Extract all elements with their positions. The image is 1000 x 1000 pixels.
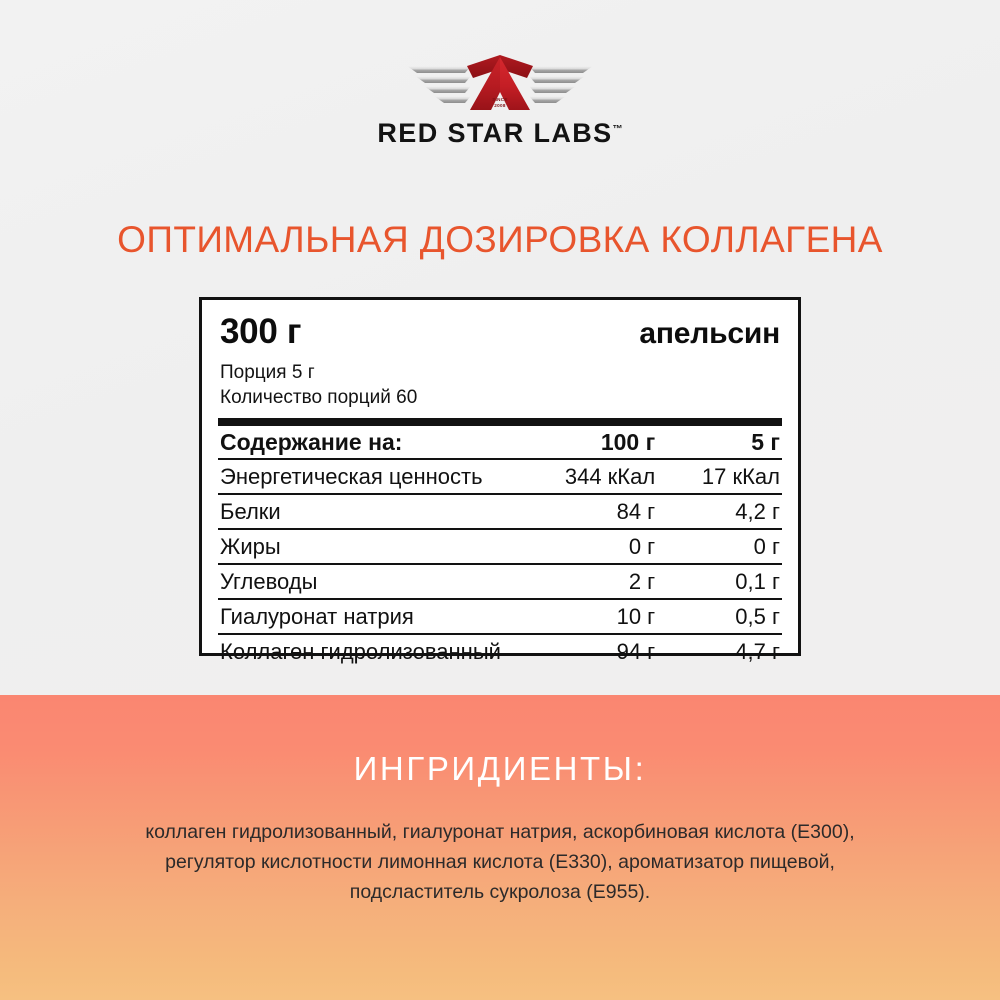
red-star-wings-logo-icon: SINCE 2008 <box>407 55 593 110</box>
table-row: Коллаген гидролизованный 94 г 4,7 г <box>218 634 782 668</box>
brand-wordmark: RED STAR LABS™ <box>0 120 1000 147</box>
row-label: Углеводы <box>218 564 534 601</box>
row-value-per-serving: 0,1 г <box>669 564 782 601</box>
row-value-per-serving: 4,2 г <box>669 494 782 531</box>
table-row: Белки 84 г 4,2 г <box>218 494 782 531</box>
top-panel: SINCE 2008 RED STAR LABS™ ОПТИМАЛЬНАЯ ДО… <box>0 0 1000 695</box>
flavour-value: апельсин <box>639 317 780 350</box>
row-value-per-100g: 84 г <box>533 494 670 531</box>
row-value-per-serving: 17 кКал <box>669 459 782 496</box>
ingredients-heading: ИНГРИДИЕНТЫ: <box>353 750 647 787</box>
trademark-icon: ™ <box>612 124 623 135</box>
thick-divider-rule <box>218 418 782 427</box>
row-value-per-100g: 0 г <box>533 529 670 566</box>
nutrition-facts-panel: 300 г апельсин Порция 5 г Количество пор… <box>199 297 801 664</box>
column-header-per-serving: 5 г <box>669 426 782 461</box>
column-header-name: Содержание на: <box>218 426 534 461</box>
brand-wordmark-text: RED STAR LABS <box>377 118 613 148</box>
row-value-per-serving: 0,5 г <box>669 599 782 636</box>
nutrition-table-head: Содержание на: 100 г 5 г <box>218 426 782 461</box>
nutrition-panel-header: 300 г апельсин <box>218 312 782 351</box>
row-value-per-serving: 0 г <box>669 529 782 566</box>
servings-per-container-line: Количество порций 60 <box>220 387 418 409</box>
svg-text:2008: 2008 <box>494 103 506 108</box>
table-row: Энергетическая ценность 344 кКал 17 кКал <box>218 459 782 496</box>
row-value-per-100g: 10 г <box>533 599 670 636</box>
row-value-per-100g: 344 кКал <box>533 459 670 496</box>
row-value-per-serving: 4,7 г <box>735 639 780 665</box>
column-header-per-100g: 100 г <box>533 426 670 461</box>
table-row: Углеводы 2 г 0,1 г <box>218 564 782 601</box>
row-value-per-100g: 94 г <box>616 639 656 665</box>
brand-logo-block: SINCE 2008 RED STAR LABS™ <box>0 52 1000 147</box>
ingredients-text: коллаген гидролизованный, гиалуронат нат… <box>145 821 855 904</box>
nutrition-table-body: Энергетическая ценность 344 кКал 17 кКал… <box>218 459 782 668</box>
table-row: Жиры 0 г 0 г <box>218 529 782 566</box>
table-row: Гиалуронат натрия 10 г 0,5 г <box>218 599 782 636</box>
serving-size-line: Порция 5 г <box>220 361 315 383</box>
page-headline: ОПТИМАЛЬНАЯ ДОЗИРОВКА КОЛЛАГЕНА <box>117 219 883 260</box>
svg-text:SINCE: SINCE <box>492 97 508 102</box>
row-label: Жиры <box>218 529 534 566</box>
row-value-per-100g: 2 г <box>533 564 670 601</box>
ingredients-panel: ИНГРИДИЕНТЫ: коллаген гидролизованный, г… <box>0 695 1000 1000</box>
net-weight-value: 300 г <box>220 312 302 351</box>
nutrition-table: Содержание на: 100 г 5 г Энергетическая … <box>218 426 782 668</box>
row-label: Энергетическая ценность <box>218 459 534 496</box>
row-label: Белки <box>218 494 534 531</box>
row-label: Гиалуронат натрия <box>218 599 534 636</box>
table-header-row: Содержание на: 100 г 5 г <box>218 426 782 461</box>
row-label: Коллаген гидролизованный <box>220 639 501 665</box>
